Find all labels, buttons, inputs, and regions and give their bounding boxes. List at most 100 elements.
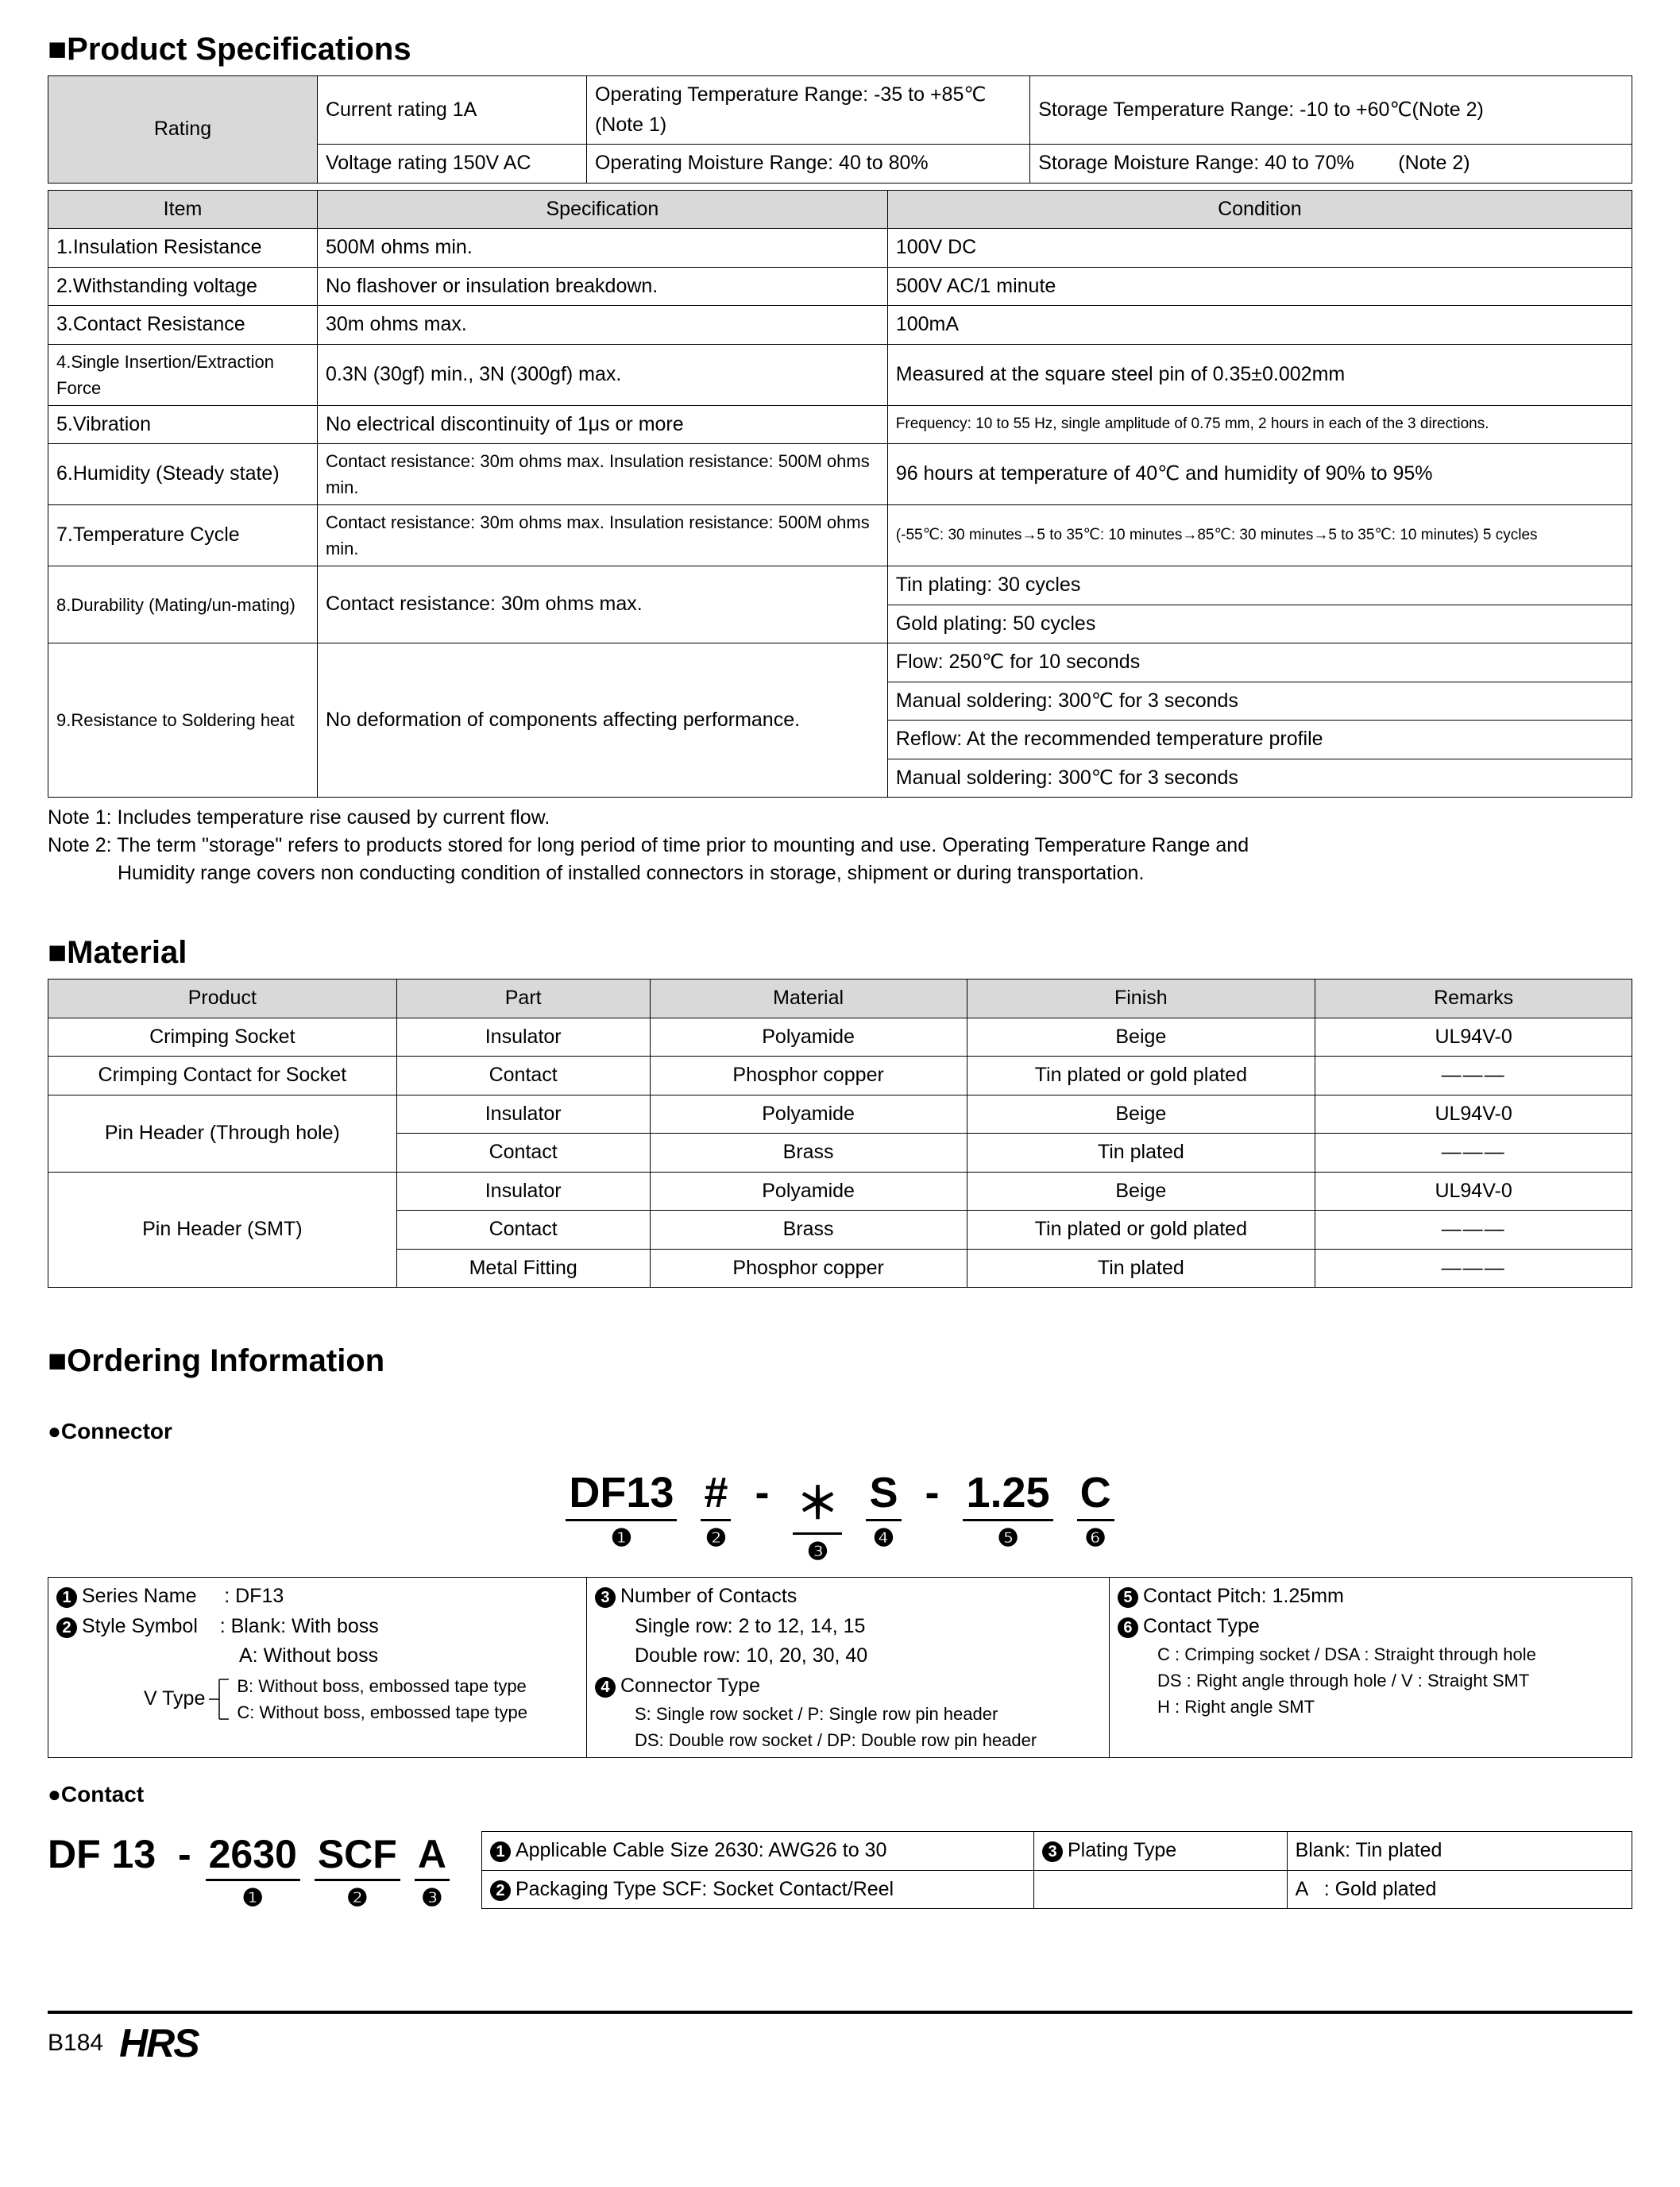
table-cell: Beige <box>967 1018 1315 1057</box>
code-num: ❻ <box>1085 1524 1106 1552</box>
material-table: Product Part Material Finish Remarks Cri… <box>48 979 1632 1288</box>
table-cell: 1.Insulation Resistance <box>48 229 318 268</box>
table-cell: Polyamide <box>650 1095 967 1134</box>
table-cell: No flashover or insulation breakdown. <box>317 267 887 306</box>
spec-table: Item Specification Condition 1.Insulatio… <box>48 190 1632 798</box>
table-cell: Contact resistance: 30m ohms max. Insula… <box>317 444 887 505</box>
connector-sub-text: Connector <box>61 1419 172 1443</box>
table-cell: Insulator <box>396 1172 650 1211</box>
table-cell: Insulator <box>396 1018 650 1057</box>
table-cell: Gold plating: 50 cycles <box>887 605 1632 643</box>
table-cell: 0.3N (30gf) min., 3N (300gf) max. <box>317 344 887 405</box>
rating-voltage: Voltage rating 150V AC <box>317 145 586 184</box>
code-num: ❸ <box>421 1884 442 1912</box>
vtype-label: V Type <box>56 1684 205 1714</box>
legend-line: C: Without boss, embossed tape type <box>237 1699 527 1725</box>
spec-title-text: Product Specifications <box>67 32 411 67</box>
page-number: B184 <box>48 2030 103 2057</box>
material-title-text: Material <box>67 935 187 970</box>
rating-header: Rating <box>48 76 318 184</box>
note-1: Note 1: Includes temperature rise caused… <box>48 804 1632 832</box>
mat-th-part: Part <box>396 980 650 1018</box>
mat-th-product: Product <box>48 980 397 1018</box>
table-cell: UL94V-0 <box>1315 1172 1632 1211</box>
legend-value: : DF13 <box>224 1585 284 1607</box>
mat-th-material: Material <box>650 980 967 1018</box>
legend-value: : Blank: With boss <box>220 1615 379 1637</box>
table-cell: 7.Temperature Cycle <box>48 505 318 566</box>
table-cell: 96 hours at temperature of 40℃ and humid… <box>887 444 1632 505</box>
legend-line: Double row: 10, 20, 30, 40 <box>595 1641 1101 1671</box>
table-cell: Contact <box>396 1211 650 1250</box>
page-footer: B184 HRS <box>48 2011 1632 2066</box>
code-num: ❶ <box>611 1524 632 1552</box>
section-title-ordering: ■Ordering Information <box>48 1343 1632 1379</box>
spec-th-spec: Specification <box>317 190 887 229</box>
table-cell: (-55℃: 30 minutes→5 to 35℃: 10 minutes→8… <box>887 505 1632 566</box>
table-cell: UL94V-0 <box>1315 1095 1632 1134</box>
legend-line: Applicable Cable Size 2630: AWG26 to 30 <box>516 1839 886 1861</box>
legend-line: 2Style Symbol : Blank: With boss <box>56 1612 578 1642</box>
square-bullet-icon: ■ <box>48 935 67 971</box>
table-cell: 5.Vibration <box>48 405 318 444</box>
code-seg: # <box>701 1468 731 1521</box>
legend-line: 4Connector Type <box>595 1671 1101 1702</box>
legend-line: DS: Double row socket / DP: Double row p… <box>595 1727 1101 1753</box>
table-cell: 3.Contact Resistance <box>48 306 318 345</box>
table-cell: Manual soldering: 300℃ for 3 seconds <box>887 682 1632 721</box>
code-prefix: DF 13 - <box>48 1831 191 1912</box>
table-cell: 100mA <box>887 306 1632 345</box>
connector-part-code: DF13❶ #❷ - ＊❸ S❹ - 1.25❺ C❻ <box>48 1468 1632 1566</box>
square-bullet-icon: ■ <box>48 1343 67 1379</box>
table-cell: Contact <box>396 1057 650 1095</box>
legend-line: 1Series Name : DF13 <box>56 1582 578 1612</box>
table-cell: 100V DC <box>887 229 1632 268</box>
table-cell: Metal Fitting <box>396 1249 650 1288</box>
code-num: ❷ <box>346 1884 368 1912</box>
table-cell: 8.Durability (Mating/un-mating) <box>48 566 318 643</box>
code-num: ❶ <box>242 1884 264 1912</box>
table-cell: 500M ohms min. <box>317 229 887 268</box>
code-seg: ＊ <box>793 1468 842 1535</box>
note-2b: Humidity range covers non conducting con… <box>48 860 1632 887</box>
code-seg: DF13 <box>566 1468 677 1521</box>
rating-stor-temp: Storage Temperature Range: -10 to +60℃(N… <box>1030 76 1632 145</box>
table-cell: Brass <box>650 1211 967 1250</box>
contact-row: DF 13 - 2630❶ SCF❷ A❸ 1Applicable Cable … <box>48 1831 1632 1915</box>
legend-label: Style Symbol <box>82 1615 198 1637</box>
code-seg: SCF <box>315 1831 400 1881</box>
legend-line: 3Number of Contacts <box>595 1582 1101 1612</box>
table-cell: Beige <box>967 1095 1315 1134</box>
spec-th-cond: Condition <box>887 190 1632 229</box>
table-cell: Tin plating: 30 cycles <box>887 566 1632 605</box>
section-title-spec: ■Product Specifications <box>48 32 1632 68</box>
notes-block: Note 1: Includes temperature rise caused… <box>48 804 1632 887</box>
legend-line: Plating Type <box>1068 1839 1176 1861</box>
rating-table: Rating Current rating 1A Operating Tempe… <box>48 75 1632 184</box>
code-seg: 1.25 <box>963 1468 1052 1521</box>
legend-label: Number of Contacts <box>620 1585 797 1607</box>
table-cell: ——— <box>1315 1249 1632 1288</box>
table-cell: Polyamide <box>650 1172 967 1211</box>
table-cell: Tin plated <box>967 1134 1315 1173</box>
code-num: ❷ <box>705 1524 727 1552</box>
legend-line: C : Crimping socket / DSA : Straight thr… <box>1118 1641 1624 1667</box>
legend-label: Series Name <box>82 1585 197 1607</box>
note-2a: Note 2: The term "storage" refers to pro… <box>48 832 1632 860</box>
legend-line: DS : Right angle through hole / V : Stra… <box>1118 1667 1624 1694</box>
table-cell: ——— <box>1315 1057 1632 1095</box>
table-cell: Frequency: 10 to 55 Hz, single amplitude… <box>887 405 1632 444</box>
code-seg: S <box>866 1468 901 1521</box>
table-cell: Crimping Socket <box>48 1018 397 1057</box>
table-cell: ——— <box>1315 1134 1632 1173</box>
legend-label: Contact Type <box>1143 1615 1260 1637</box>
spec-th-item: Item <box>48 190 318 229</box>
table-cell: Contact resistance: 30m ohms max. <box>317 566 887 643</box>
code-seg: 2630 <box>206 1831 300 1881</box>
table-cell: Tin plated or gold plated <box>967 1057 1315 1095</box>
legend-line: B: Without boss, embossed tape type <box>237 1673 527 1699</box>
table-cell: 2.Withstanding voltage <box>48 267 318 306</box>
code-seg: A <box>415 1831 450 1881</box>
legend-line: H : Right angle SMT <box>1118 1694 1624 1720</box>
table-cell: Crimping Contact for Socket <box>48 1057 397 1095</box>
